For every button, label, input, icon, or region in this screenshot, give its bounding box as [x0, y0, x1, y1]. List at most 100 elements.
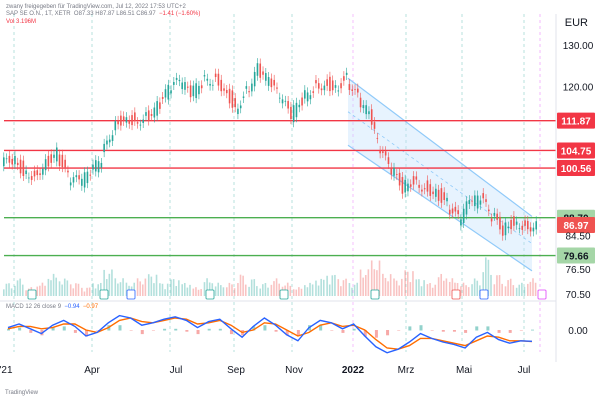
volume-bar [228, 282, 231, 296]
level-tag-bg [557, 160, 595, 177]
candle-body [265, 73, 267, 81]
candle-body [225, 90, 228, 94]
volume-bar [362, 277, 364, 296]
candle-body [496, 213, 498, 220]
candle-body [368, 111, 370, 115]
macd-histogram-bar [207, 328, 211, 331]
channel-layer [347, 77, 533, 272]
volume-bar [119, 282, 122, 296]
candle-body [239, 105, 242, 109]
candle-body [396, 174, 398, 175]
macd-value: −0.94 [64, 304, 80, 310]
candle-body [460, 219, 462, 226]
candle-body [234, 98, 236, 108]
candle-body [488, 209, 490, 212]
macd-histogram-bar [263, 325, 267, 331]
candle-body [256, 63, 259, 76]
volume-bar [320, 278, 322, 296]
volume-bar [72, 288, 75, 296]
volume-bar [248, 286, 250, 296]
volume-bar [521, 282, 523, 296]
volume-bar [304, 285, 306, 296]
candle-body [435, 188, 437, 197]
candle-body [156, 101, 158, 116]
candle-body [362, 105, 365, 109]
volume-bar [214, 286, 217, 296]
volume-bar [273, 281, 275, 296]
event-marker-icon [27, 289, 37, 300]
event-marker-icon [279, 289, 289, 300]
volume-bar [166, 283, 169, 296]
macd-histogram-bar [252, 326, 256, 331]
header-symbol-ohlc: SAP SE O.N., 1T, XETR O87.33 H87.87 L86.… [6, 11, 200, 17]
candle-body [139, 124, 142, 126]
macd-histogram-bar [497, 330, 501, 333]
candle-body [284, 100, 287, 102]
volume-bar [41, 282, 44, 296]
candle-body [175, 77, 178, 80]
candle-body [331, 80, 334, 91]
volume-bar [5, 283, 8, 296]
x-tick-label: Apr [84, 365, 100, 376]
volume-bar [111, 269, 113, 296]
volume-bar [77, 283, 80, 296]
candle-body [451, 208, 454, 214]
candle-body [89, 174, 92, 176]
candle-body [47, 155, 50, 167]
candle-body [61, 154, 64, 168]
candle-body [287, 101, 289, 109]
candle-body [440, 188, 443, 203]
candle-body [448, 209, 451, 215]
candle-body [231, 90, 234, 108]
macd-histogram-bar [397, 330, 401, 331]
candle-body [387, 157, 390, 165]
candle-body [136, 122, 139, 124]
volume-bar [431, 287, 434, 296]
volume-bar [208, 282, 211, 296]
candle-body [3, 157, 5, 167]
candle-body [290, 106, 292, 120]
volume-bar [382, 273, 384, 296]
candle-body [529, 227, 532, 232]
macd-histogram-bar [73, 330, 77, 333]
candle-body [203, 75, 206, 77]
macd-histogram-bar [531, 329, 534, 331]
volume-bar [331, 275, 334, 296]
volume-bar [242, 275, 244, 296]
macd-histogram-bar [51, 327, 55, 331]
volume-bar [378, 260, 381, 296]
x-tick-label: Mai [456, 365, 472, 376]
candle-body [36, 170, 39, 176]
volume-bar [359, 269, 362, 296]
candle-body [53, 154, 55, 158]
volume-bar [370, 260, 373, 296]
volume-bar [66, 280, 69, 296]
candle-body [262, 71, 264, 75]
candle-body [382, 151, 384, 153]
y-tick-label: 84.50 [565, 231, 590, 242]
symbol-label[interactable]: SAP SE O.N., 1T, XETR [6, 11, 71, 17]
volume-bar [47, 278, 50, 296]
volume-bar [175, 286, 178, 296]
candle-body [423, 188, 426, 190]
candle-body [476, 195, 479, 209]
candle-body [167, 84, 170, 100]
candle-body [134, 112, 136, 121]
candle-body [393, 167, 395, 176]
x-tick-label: Jul [518, 365, 531, 376]
candle-body [173, 82, 175, 85]
volume-bar [429, 283, 431, 296]
candle-body [39, 173, 41, 175]
volume-bar [512, 285, 515, 296]
macd-histogram-bar [441, 330, 445, 332]
candle-body [306, 92, 309, 102]
tradingview-logo[interactable]: TradingView [5, 390, 38, 396]
volume-bar [353, 284, 356, 296]
macd-name[interactable]: MACD 12 26 close 9 [6, 304, 62, 310]
candle-body [320, 88, 323, 91]
candle-body [100, 162, 103, 168]
volume-bar [183, 282, 186, 296]
candle-body [518, 228, 521, 230]
volume-bar [155, 274, 158, 296]
volume-bar [401, 278, 403, 296]
